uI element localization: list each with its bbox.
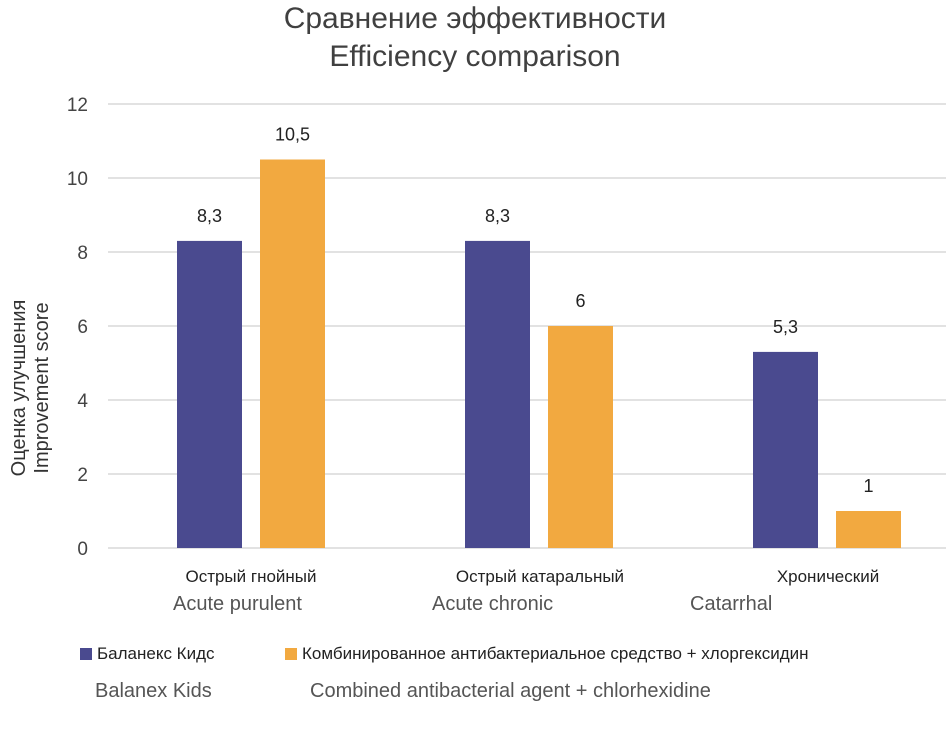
y-tick-label: 10 bbox=[67, 169, 88, 190]
bar-2-3 bbox=[836, 511, 901, 548]
bar-1-2 bbox=[465, 240, 530, 548]
legend-swatch-2 bbox=[285, 648, 297, 660]
bar-2-2 bbox=[548, 326, 613, 548]
data-label: 1 bbox=[863, 476, 873, 496]
y-tick-label: 8 bbox=[77, 243, 88, 264]
y-tick-label: 2 bbox=[77, 465, 88, 486]
y-tick-label: 0 bbox=[77, 539, 88, 560]
category-label-1: Острый гнойный bbox=[185, 567, 317, 586]
bar-1-3 bbox=[753, 351, 818, 548]
data-label: 5,3 bbox=[773, 317, 798, 337]
data-label: 8,3 bbox=[197, 206, 222, 226]
y-tick-label: 6 bbox=[77, 317, 88, 338]
legend-swatch-1 bbox=[80, 648, 92, 660]
legend-label-1: Баланекс Кидс bbox=[97, 644, 215, 663]
legend-item-2: Комбинированное антибактериальное средст… bbox=[285, 644, 809, 664]
bar-1-1 bbox=[177, 240, 242, 548]
category-label-en-1: Acute purulent bbox=[173, 593, 302, 615]
chart-title: Сравнение эффективности bbox=[283, 2, 667, 35]
chart-subtitle: Efficiency comparison bbox=[329, 40, 621, 73]
legend-label-en-2: Combined antibacterial agent + chlorhexi… bbox=[310, 680, 711, 702]
legend-label-2: Комбинированное антибактериальное средст… bbox=[302, 644, 809, 663]
y-tick-label: 4 bbox=[77, 391, 88, 412]
bar-2-1 bbox=[260, 159, 325, 548]
data-label: 6 bbox=[575, 291, 585, 311]
category-label-3: Хронический bbox=[776, 567, 880, 586]
legend-label-en-1: Balanex Kids bbox=[95, 680, 212, 702]
category-label-en-3: Catarrhal bbox=[690, 593, 773, 615]
y-tick-label: 12 bbox=[67, 95, 88, 116]
legend-item-1: Баланекс Кидс bbox=[80, 644, 215, 664]
category-label-2: Острый катаральный bbox=[455, 567, 625, 586]
category-label-en-2: Acute chronic bbox=[432, 593, 554, 615]
data-label: 8,3 bbox=[485, 206, 510, 226]
data-label: 10,5 bbox=[275, 125, 310, 145]
